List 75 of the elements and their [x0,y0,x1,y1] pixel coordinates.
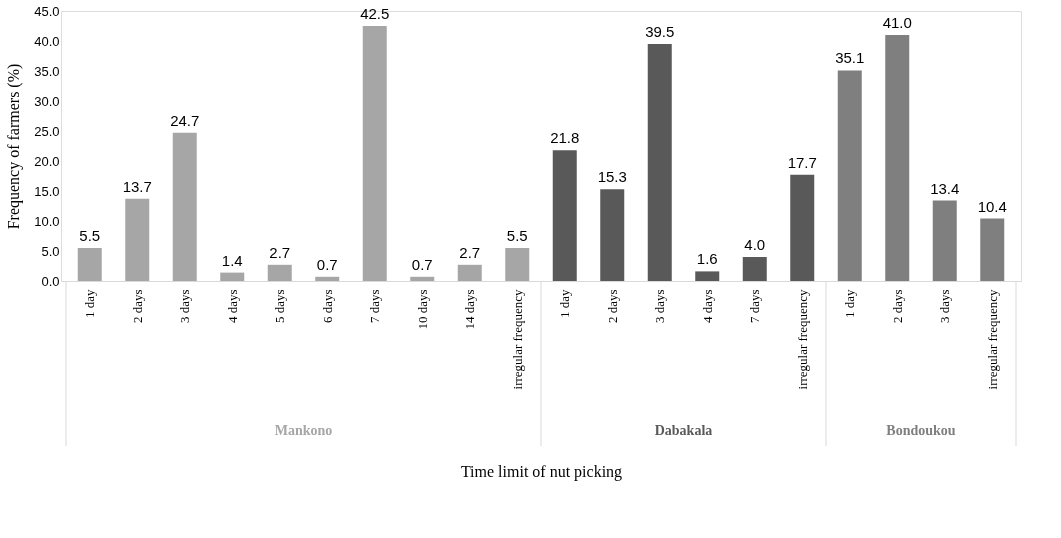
x-tick-label: 1 day [557,289,573,319]
y-tick-label: 40.0 [34,33,60,49]
data-label: 13.4 [930,179,960,197]
y-tick-label: 10.0 [34,213,60,229]
x-tick-label: 14 days [462,289,478,330]
bar [980,218,1005,281]
data-label: 41.0 [882,14,912,31]
data-label: 2.7 [459,243,481,261]
x-tick-label: 3 days [937,289,953,324]
bar [410,276,435,281]
bar [695,271,720,281]
y-tick-label: 35.0 [34,63,60,79]
y-tick-label: 5.0 [41,243,60,259]
text: Dabakala [654,423,713,438]
y-tick-label: 45.0 [34,3,60,19]
x-tick-label: 2 days [604,289,620,324]
x-tick-label: 4 days [224,289,240,324]
data-label: 13.7 [122,177,152,195]
data-label: 21.8 [550,129,580,147]
x-tick-label: 1 day [842,289,858,319]
x-tick-label: irregular frequency [984,289,1000,390]
data-label: 5.5 [79,227,101,244]
bar [362,26,387,281]
x-tick-label: 4 days [699,289,715,324]
bar [77,248,102,281]
data-label: 0.7 [411,255,433,273]
bar [505,248,530,281]
data-label: 17.7 [787,153,817,171]
bar [790,174,815,281]
x-tick-label: 3 days [652,289,668,324]
x-tick-label: 10 days [414,289,430,330]
bar [315,276,340,281]
bar [172,132,197,281]
bar [552,150,577,281]
y-tick-label: 15.0 [34,183,60,199]
data-label: 15.3 [597,168,627,186]
y-tick-label: 30.0 [34,93,60,109]
data-label: 4.0 [744,236,766,253]
bar [457,264,482,281]
data-label: 1.4 [221,251,243,269]
x-tick-label: 2 days [889,289,905,324]
data-label: 5.5 [506,227,528,244]
bar [885,35,910,281]
x-tick-label: 7 days [747,289,763,324]
bar [220,272,245,281]
bar [267,264,292,281]
x-tick-label: 5 days [272,289,288,324]
text: Mankono [274,423,333,438]
x-tick-label: 2 days [129,289,145,324]
y-tick-label: 0.0 [41,273,60,289]
bar [647,44,672,281]
text: Bondoukou [886,423,956,438]
x-tick-label: irregular frequency [794,289,810,390]
bar [742,257,767,281]
data-label: 24.7 [170,111,200,129]
y-tick-label: 25.0 [34,123,60,139]
bar [600,189,625,281]
data-label: 1.6 [696,250,718,268]
x-tick-label: 6 days [319,289,335,324]
y-axis-title: Frequency of farmers (%) [5,63,24,230]
data-label: 0.7 [316,255,338,273]
data-label: 42.5 [360,5,390,22]
data-label: 35.1 [835,49,865,67]
x-axis-title: Time limit of nut picking [460,463,623,482]
bar [125,198,150,281]
x-tick-label: 7 days [367,289,383,324]
x-tick-label: 1 day [82,289,98,319]
data-label: 10.4 [977,197,1007,215]
x-tick-label: 3 days [177,289,193,324]
x-tick-label: irregular frequency [509,289,525,390]
y-tick-label: 20.0 [34,153,60,169]
data-label: 2.7 [269,243,291,261]
data-label: 39.5 [645,23,675,40]
bar [837,70,862,281]
bar [932,200,957,281]
